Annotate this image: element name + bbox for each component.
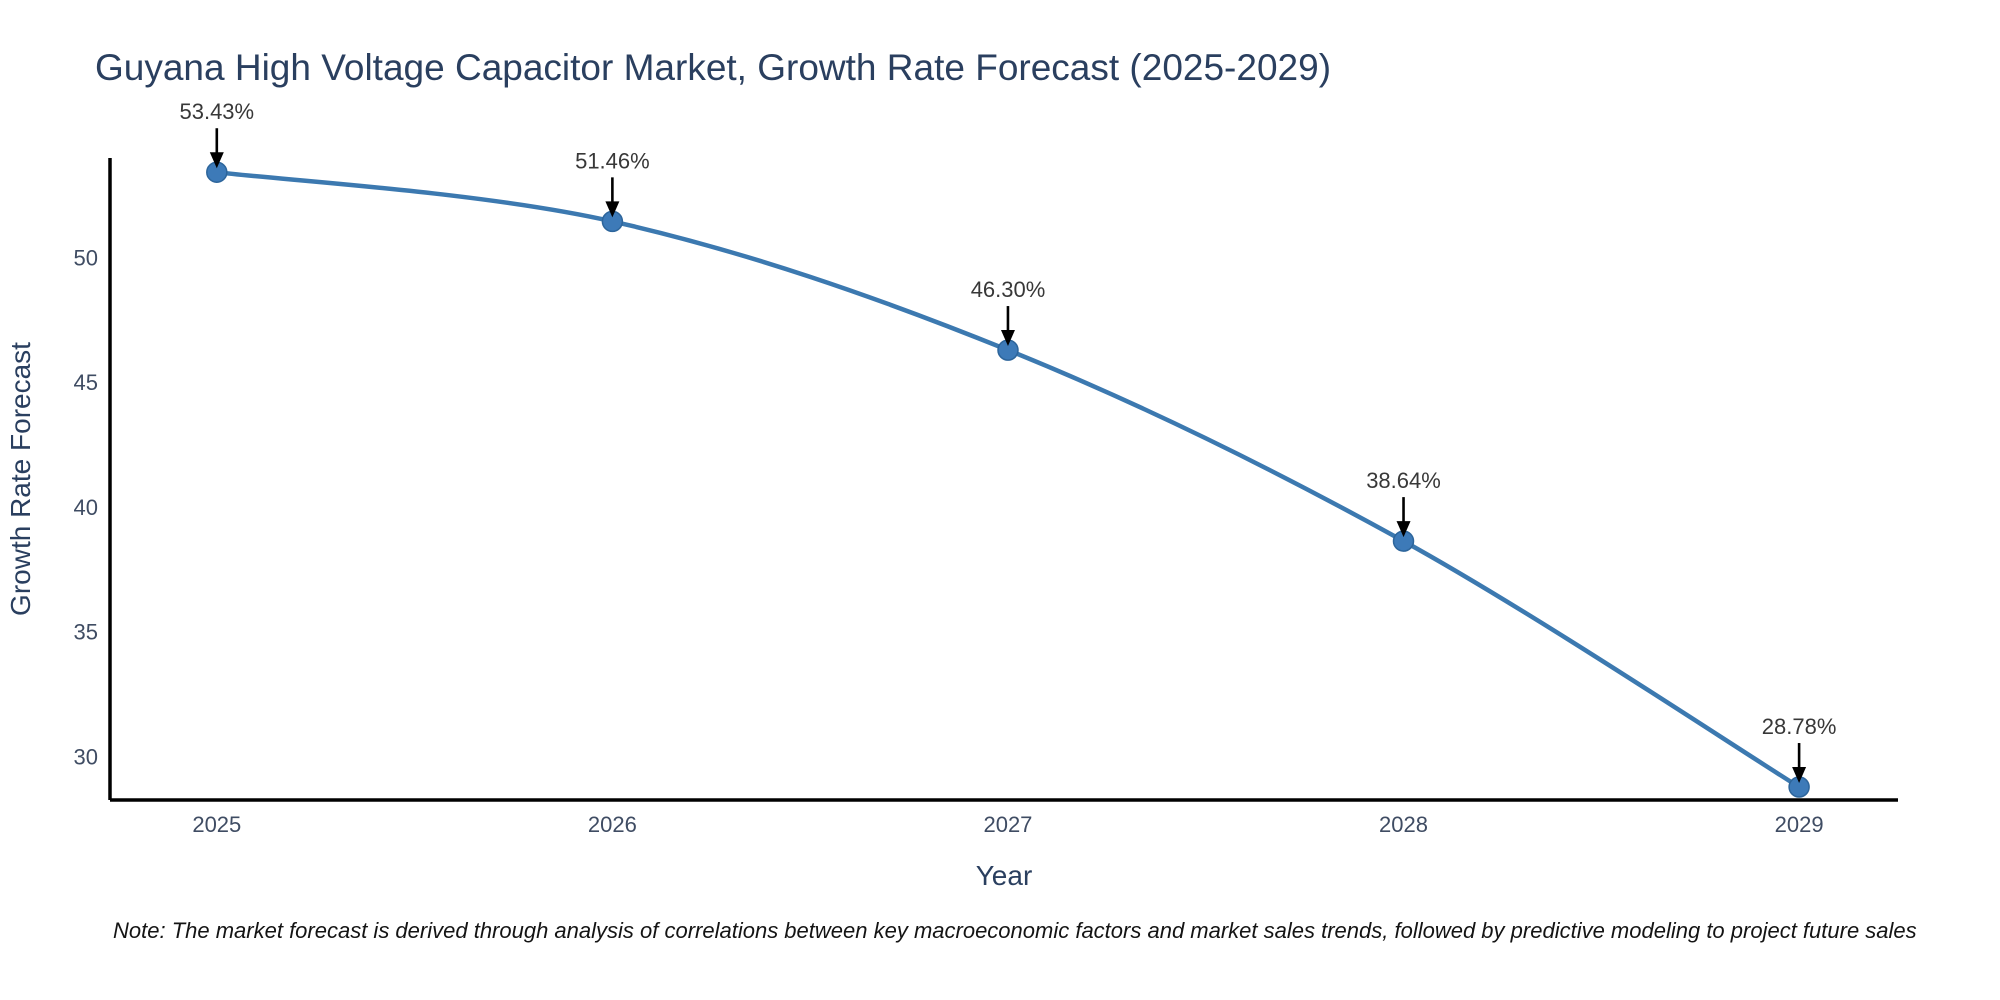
point-annotation-label: 53.43%	[179, 99, 254, 124]
point-annotation: 38.64%	[1366, 468, 1441, 538]
y-axis-title: Growth Rate Forecast	[5, 342, 36, 616]
point-annotation: 51.46%	[575, 148, 650, 218]
point-annotations: 53.43% 51.46% 46.30% 38.64% 28.78%	[179, 99, 1837, 784]
point-annotation-label: 28.78%	[1762, 714, 1837, 739]
x-axis: 2025 2026 2027 2028 2029 Year	[110, 798, 1898, 891]
y-tick-label: 45	[74, 370, 98, 395]
y-tick-label: 30	[74, 744, 98, 769]
point-annotation: 53.43%	[179, 99, 254, 169]
x-tick-labels: 2025 2026 2027 2028 2029	[192, 812, 1823, 837]
y-tick-label: 40	[74, 495, 98, 520]
chart-title: Guyana High Voltage Capacitor Market, Gr…	[95, 47, 1331, 88]
x-tick-label: 2027	[983, 812, 1032, 837]
annotation-arrowhead-icon	[1396, 521, 1411, 538]
point-annotation-label: 38.64%	[1366, 468, 1441, 493]
point-annotation: 28.78%	[1762, 714, 1837, 784]
annotation-arrowhead-icon	[1000, 330, 1015, 347]
x-tick-label: 2025	[192, 812, 241, 837]
point-annotation: 46.30%	[971, 277, 1046, 347]
x-tick-label: 2026	[588, 812, 637, 837]
annotation-arrowhead-icon	[209, 152, 224, 169]
footnote: Note: The market forecast is derived thr…	[113, 918, 1917, 943]
point-annotation-label: 46.30%	[971, 277, 1046, 302]
y-tick-label: 35	[74, 620, 98, 645]
x-tick-label: 2028	[1379, 812, 1428, 837]
x-axis-title: Year	[976, 860, 1033, 891]
annotation-arrowhead-icon	[605, 201, 620, 218]
y-tick-label: 50	[74, 245, 98, 270]
x-tick-label: 2029	[1775, 812, 1824, 837]
y-axis: 30 35 40 45 50 Growth Rate Forecast	[5, 158, 112, 800]
y-tick-labels: 30 35 40 45 50	[74, 245, 98, 769]
point-annotation-label: 51.46%	[575, 148, 650, 173]
annotation-arrowhead-icon	[1792, 767, 1807, 784]
